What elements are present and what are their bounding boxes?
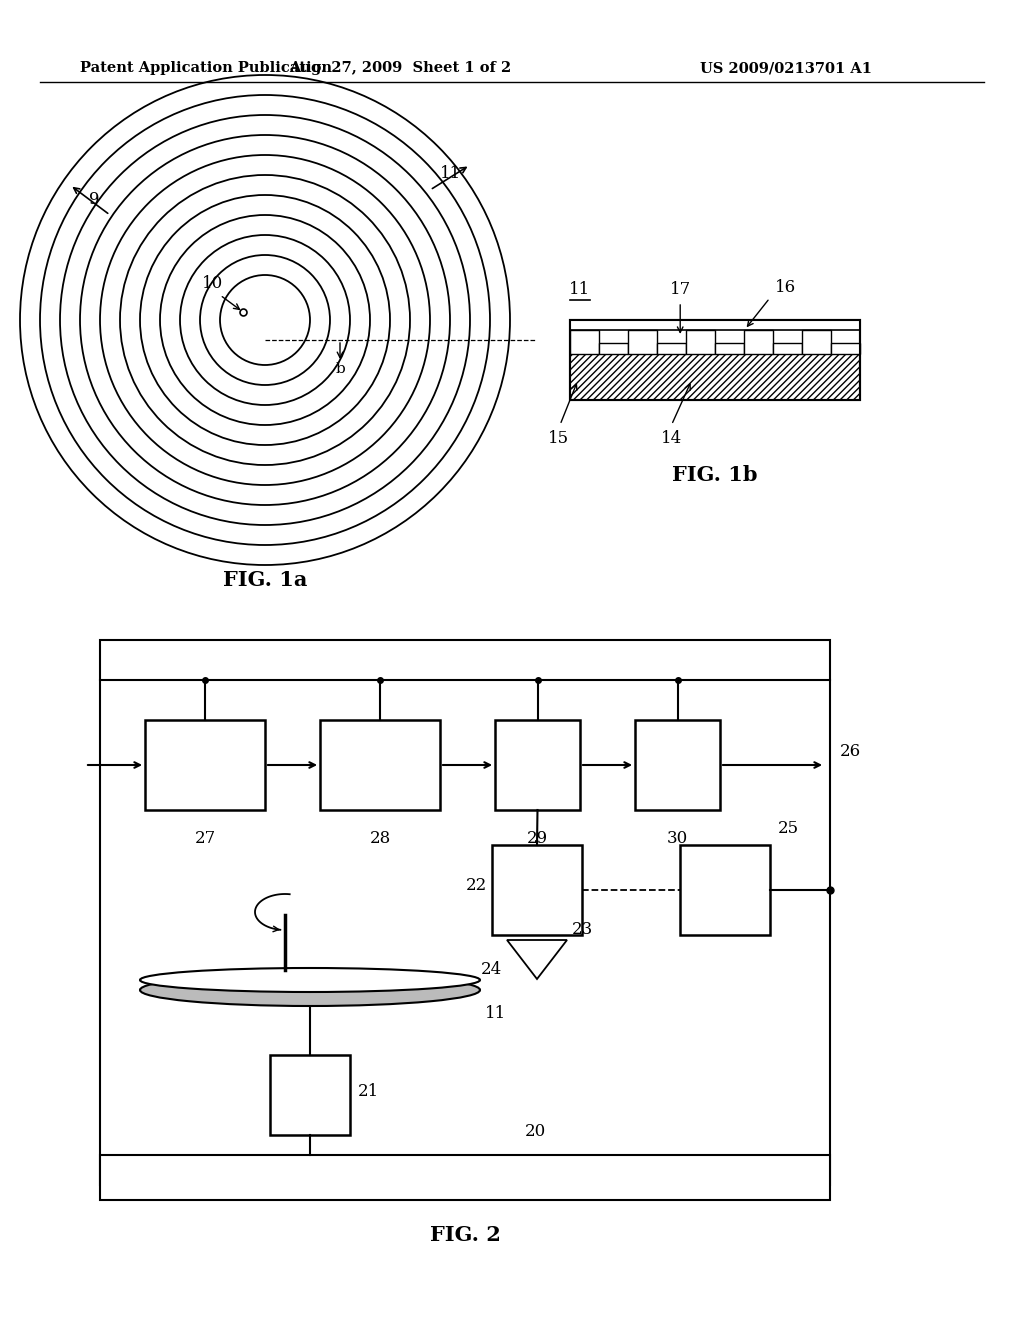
Bar bbox=[599, 343, 628, 354]
Ellipse shape bbox=[140, 974, 480, 1006]
Text: 11: 11 bbox=[485, 1005, 506, 1022]
Bar bbox=[628, 330, 657, 354]
Ellipse shape bbox=[140, 968, 480, 993]
Text: 11: 11 bbox=[569, 281, 591, 298]
Text: 9: 9 bbox=[89, 191, 100, 209]
Text: 23: 23 bbox=[572, 921, 593, 939]
Bar bbox=[570, 319, 860, 400]
Text: 28: 28 bbox=[370, 830, 390, 847]
Text: 17: 17 bbox=[670, 281, 691, 298]
Bar bbox=[831, 343, 860, 354]
Bar bbox=[495, 719, 580, 810]
Bar bbox=[680, 845, 770, 935]
Bar bbox=[492, 845, 582, 935]
Bar bbox=[686, 330, 715, 354]
Bar bbox=[570, 354, 860, 400]
Text: 21: 21 bbox=[358, 1082, 379, 1100]
Bar bbox=[145, 719, 265, 810]
Circle shape bbox=[253, 308, 278, 333]
Bar bbox=[570, 330, 599, 354]
Bar bbox=[744, 330, 773, 354]
Text: 30: 30 bbox=[667, 830, 688, 847]
Text: 11: 11 bbox=[440, 165, 461, 182]
Text: FIG. 1b: FIG. 1b bbox=[672, 465, 758, 484]
Text: US 2009/0213701 A1: US 2009/0213701 A1 bbox=[700, 61, 872, 75]
Bar bbox=[802, 330, 831, 354]
Text: FIG. 1a: FIG. 1a bbox=[223, 570, 307, 590]
Bar bbox=[657, 343, 686, 354]
Bar bbox=[100, 1155, 830, 1200]
Bar bbox=[715, 343, 744, 354]
Text: 29: 29 bbox=[527, 830, 548, 847]
Bar bbox=[270, 1055, 350, 1135]
Bar bbox=[100, 640, 830, 1185]
Text: Patent Application Publication: Patent Application Publication bbox=[80, 61, 332, 75]
Bar bbox=[635, 719, 720, 810]
Text: 20: 20 bbox=[525, 1123, 546, 1140]
Text: 26: 26 bbox=[840, 743, 861, 760]
Bar bbox=[319, 719, 440, 810]
Text: 25: 25 bbox=[778, 820, 799, 837]
Text: Aug. 27, 2009  Sheet 1 of 2: Aug. 27, 2009 Sheet 1 of 2 bbox=[289, 61, 511, 75]
Bar bbox=[570, 319, 860, 330]
Text: FIG. 2: FIG. 2 bbox=[429, 1225, 501, 1245]
Text: 15: 15 bbox=[548, 430, 568, 447]
Text: 10: 10 bbox=[203, 275, 223, 292]
Text: 14: 14 bbox=[660, 430, 682, 447]
Bar bbox=[570, 319, 860, 400]
Bar bbox=[773, 343, 802, 354]
Text: 24: 24 bbox=[480, 961, 502, 978]
Text: 27: 27 bbox=[195, 830, 216, 847]
Text: 16: 16 bbox=[775, 279, 796, 296]
Polygon shape bbox=[507, 940, 567, 979]
Text: b: b bbox=[335, 362, 345, 376]
Bar bbox=[570, 354, 860, 400]
Text: 22: 22 bbox=[466, 876, 487, 894]
